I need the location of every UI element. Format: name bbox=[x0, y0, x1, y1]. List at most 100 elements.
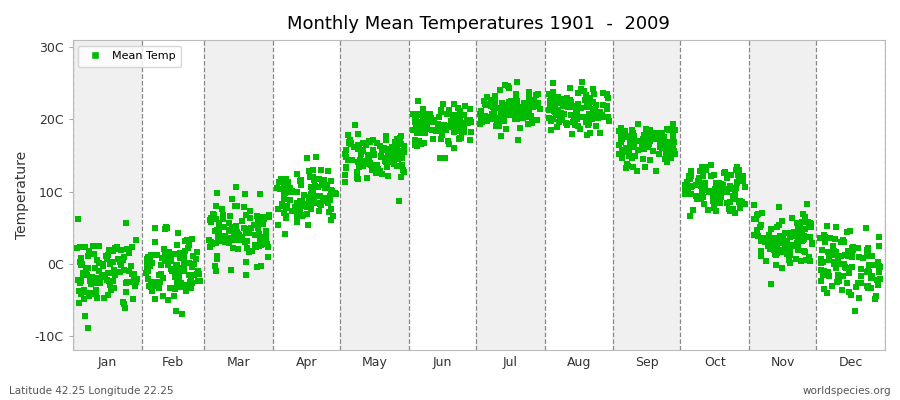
Point bbox=[86, 250, 101, 257]
Point bbox=[688, 182, 703, 188]
Point bbox=[212, 233, 226, 240]
Point bbox=[550, 124, 564, 130]
Point bbox=[527, 97, 542, 104]
Point bbox=[168, 266, 183, 273]
Bar bbox=[614, 40, 680, 350]
Point bbox=[98, 252, 112, 259]
Point bbox=[166, 251, 181, 257]
Point bbox=[172, 283, 186, 290]
Point bbox=[390, 142, 404, 149]
Point bbox=[210, 256, 224, 263]
Point bbox=[544, 95, 558, 101]
Point bbox=[626, 139, 641, 146]
Bar bbox=[73, 40, 141, 350]
Point bbox=[474, 108, 489, 115]
Point bbox=[487, 105, 501, 111]
Point bbox=[164, 254, 178, 260]
Point bbox=[230, 229, 244, 235]
Point bbox=[253, 236, 267, 242]
Point bbox=[412, 130, 427, 137]
Point bbox=[494, 111, 508, 118]
Point bbox=[581, 122, 596, 128]
Point bbox=[474, 113, 489, 119]
Y-axis label: Temperature: Temperature bbox=[15, 151, 29, 239]
Point bbox=[78, 312, 93, 319]
Point bbox=[814, 257, 828, 264]
Point bbox=[293, 177, 308, 183]
Point bbox=[754, 248, 769, 254]
Point bbox=[464, 129, 478, 135]
Point bbox=[379, 137, 393, 143]
Point bbox=[624, 133, 638, 139]
Point bbox=[867, 262, 881, 268]
Point bbox=[487, 110, 501, 116]
Point bbox=[489, 123, 503, 129]
Point bbox=[569, 106, 583, 112]
Point bbox=[143, 252, 157, 258]
Point bbox=[279, 212, 293, 219]
Point bbox=[615, 148, 629, 154]
Point bbox=[279, 186, 293, 192]
Point bbox=[345, 157, 359, 164]
Point bbox=[762, 232, 777, 238]
Point bbox=[680, 185, 694, 191]
Point bbox=[612, 142, 626, 148]
Point bbox=[582, 130, 597, 136]
Point bbox=[695, 194, 709, 200]
Point bbox=[791, 242, 806, 248]
Point bbox=[752, 211, 766, 217]
Point bbox=[560, 121, 574, 128]
Point bbox=[82, 293, 96, 300]
Point bbox=[510, 137, 525, 143]
Point bbox=[860, 268, 874, 275]
Point bbox=[145, 260, 159, 266]
Point bbox=[303, 174, 318, 180]
Point bbox=[625, 144, 639, 150]
Point bbox=[837, 260, 851, 267]
Point bbox=[754, 237, 769, 244]
Bar bbox=[816, 40, 885, 350]
Point bbox=[553, 116, 567, 122]
Point bbox=[661, 126, 675, 132]
Point bbox=[758, 239, 772, 245]
Point bbox=[440, 111, 454, 117]
Point bbox=[97, 272, 112, 278]
Point bbox=[173, 282, 187, 288]
Point bbox=[294, 182, 309, 188]
Point bbox=[290, 188, 304, 195]
Point bbox=[328, 190, 342, 196]
Point bbox=[143, 255, 157, 262]
Point bbox=[178, 248, 193, 254]
Point bbox=[636, 156, 651, 162]
Point bbox=[634, 145, 649, 151]
Point bbox=[525, 119, 539, 125]
Bar bbox=[204, 40, 273, 350]
Point bbox=[762, 239, 777, 245]
Point bbox=[718, 168, 733, 175]
Point bbox=[321, 200, 336, 206]
Point bbox=[162, 284, 176, 291]
Point bbox=[169, 262, 184, 268]
Point bbox=[451, 105, 465, 112]
Point bbox=[845, 248, 859, 254]
Point bbox=[783, 252, 797, 258]
Point bbox=[104, 287, 118, 294]
Point bbox=[120, 279, 134, 285]
Point bbox=[188, 256, 202, 262]
Point bbox=[821, 248, 835, 255]
Point bbox=[352, 164, 366, 170]
Point bbox=[644, 130, 658, 136]
Point bbox=[505, 99, 519, 105]
Point bbox=[394, 141, 409, 147]
Point bbox=[125, 244, 140, 250]
Point bbox=[323, 192, 338, 199]
Point bbox=[293, 198, 308, 204]
Point bbox=[311, 193, 326, 199]
Point bbox=[142, 263, 157, 269]
Point bbox=[396, 147, 410, 154]
Point bbox=[92, 243, 106, 250]
Point bbox=[681, 175, 696, 181]
Point bbox=[351, 131, 365, 137]
Point bbox=[242, 215, 256, 221]
Point bbox=[802, 220, 816, 227]
